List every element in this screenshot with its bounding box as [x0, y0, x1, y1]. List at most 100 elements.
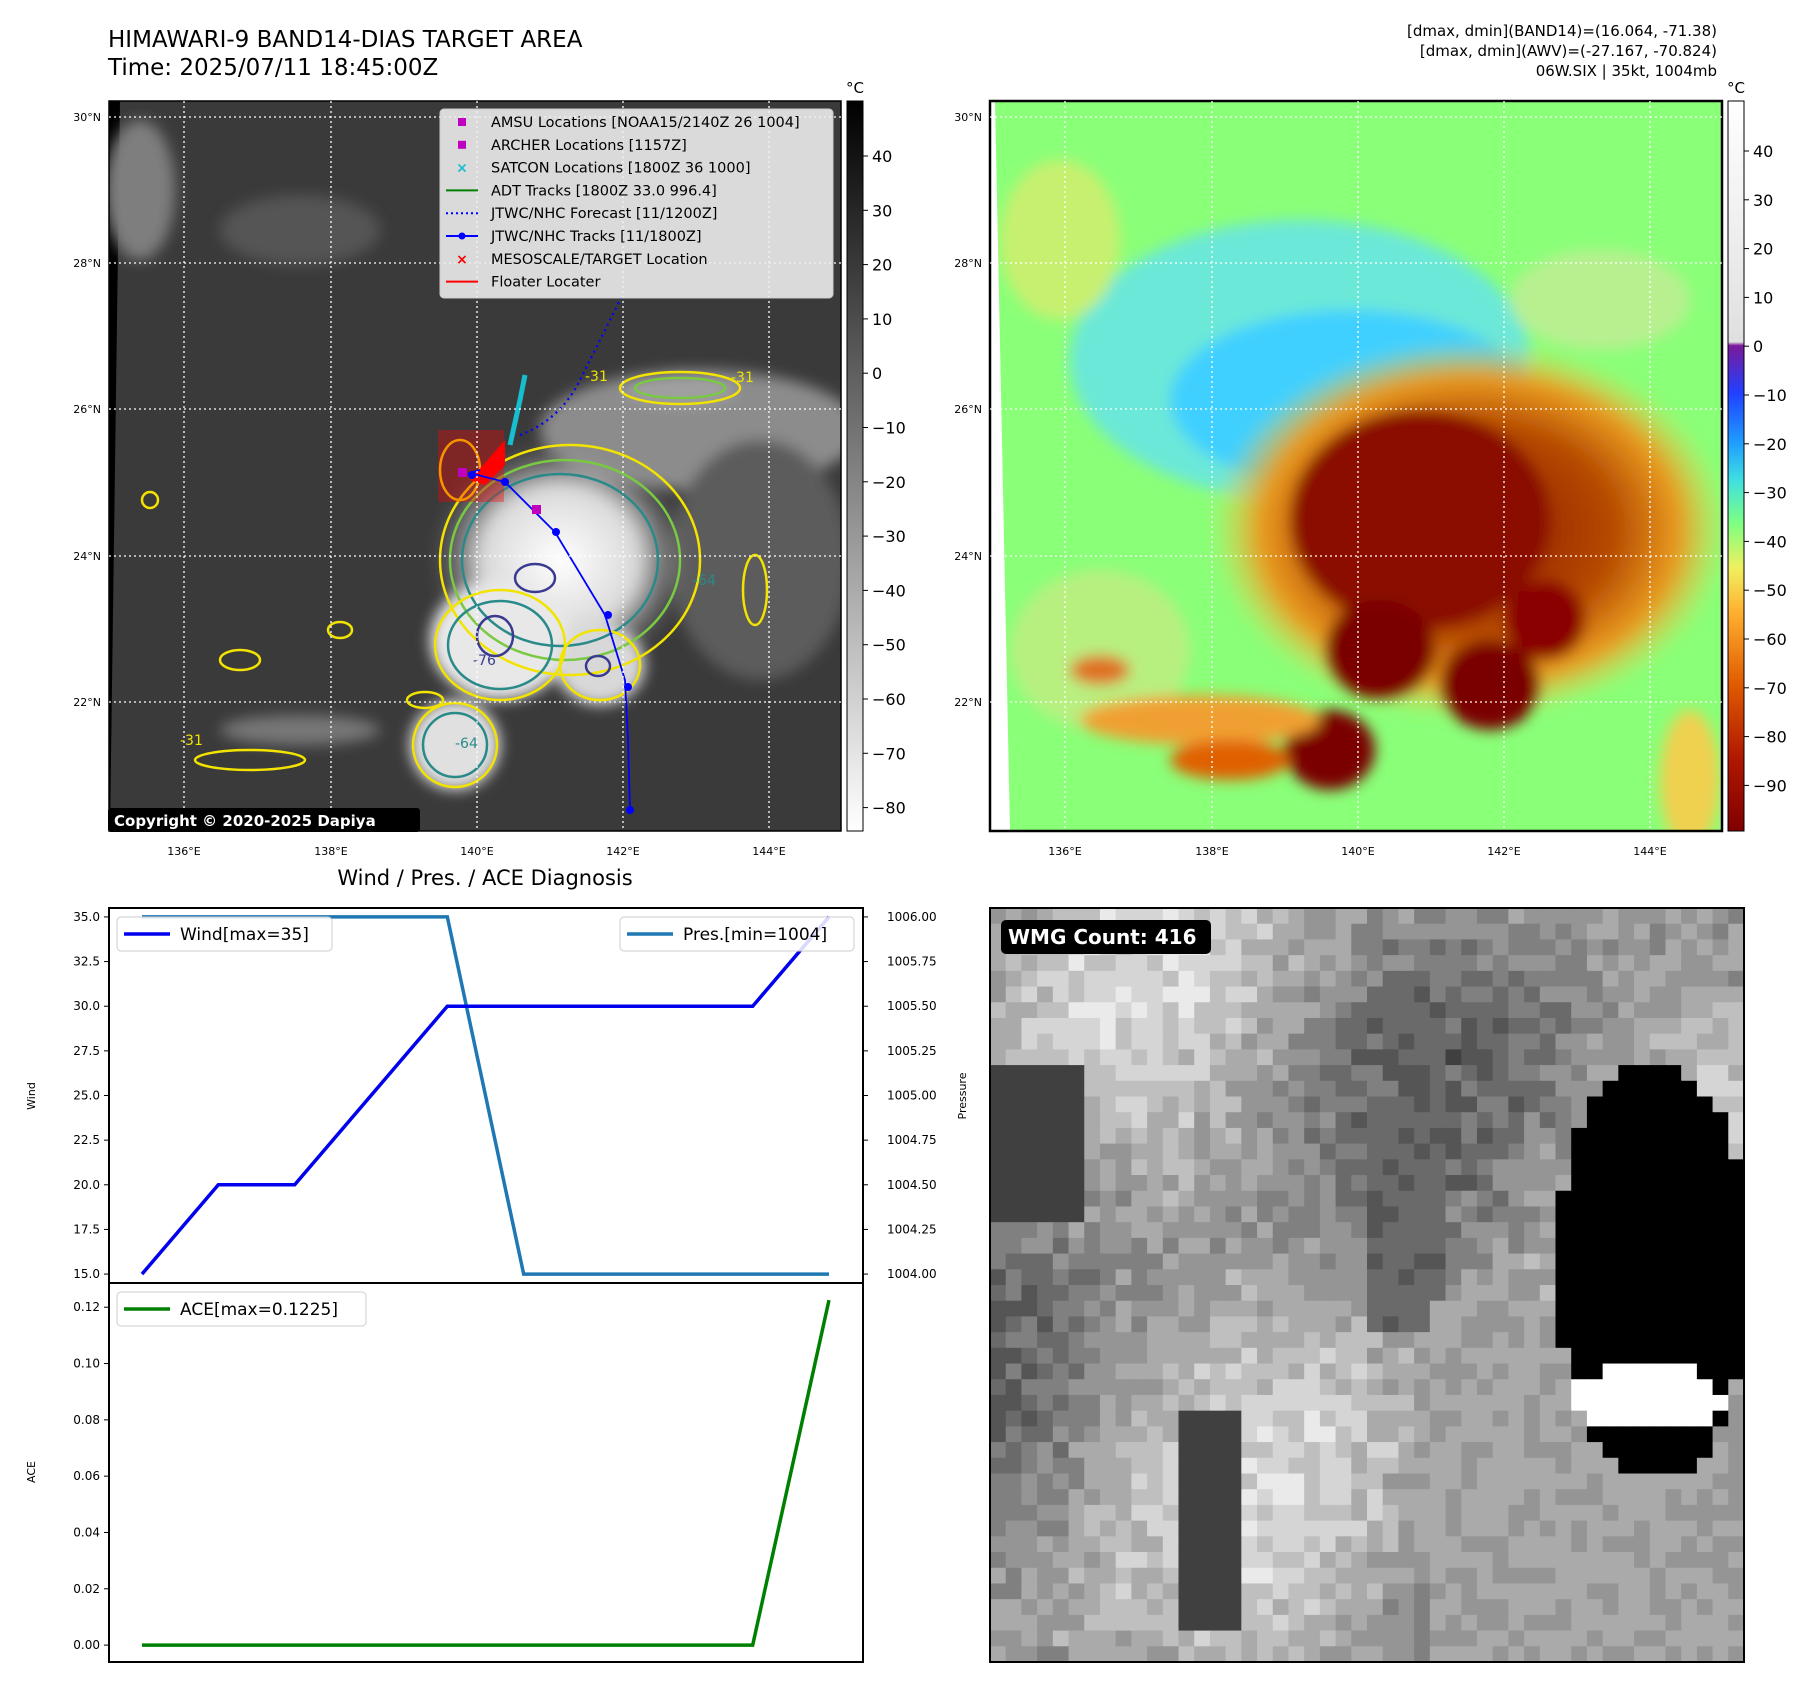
wmg-cell — [1539, 1190, 1557, 1208]
wmg-cell — [1225, 1206, 1242, 1223]
wmg-cell — [1319, 1473, 1337, 1490]
wmg-cell — [1335, 1033, 1352, 1050]
wmg-cell — [1037, 1300, 1054, 1318]
wmg-cell — [1539, 970, 1557, 988]
wmg-cell — [1068, 1143, 1085, 1160]
wmg-cell — [1147, 1017, 1164, 1035]
wmg-cell — [1131, 1630, 1148, 1647]
wmg-cell — [1429, 1347, 1447, 1365]
wmg-cell — [1021, 970, 1038, 988]
lon-tick-label: 144°E — [1633, 845, 1666, 858]
wmg-cell — [1178, 1520, 1195, 1537]
wmg-cell — [1571, 1080, 1588, 1098]
wmg-cell — [1052, 970, 1070, 988]
wmg-cell — [1319, 1049, 1337, 1066]
wmg-cell — [1665, 1143, 1682, 1160]
wmg-cell — [1288, 1237, 1305, 1255]
wmg-cell — [1398, 1316, 1415, 1333]
wmg-cell — [1445, 955, 1462, 972]
wmg-cell — [1555, 1143, 1572, 1160]
wmg-cell — [990, 1504, 1007, 1522]
wmg-cell — [1634, 1426, 1651, 1443]
wmg-cell — [1162, 1646, 1180, 1662]
wmg-cell — [1634, 1583, 1651, 1600]
wmg-cell — [1068, 1536, 1085, 1553]
wmg-cell — [1005, 1159, 1023, 1176]
wmg-cell — [1445, 1017, 1462, 1035]
wmg-cell — [1209, 1065, 1227, 1082]
wmg-cell — [1272, 970, 1290, 988]
wmg-cell — [1162, 955, 1180, 972]
wmg-cell — [1351, 1143, 1368, 1160]
wmg-cell — [1586, 1363, 1604, 1380]
wmg-cell — [1131, 1536, 1148, 1553]
wmg-cell — [1429, 1253, 1447, 1270]
wmg-cell — [990, 1253, 1007, 1270]
wmg-cell — [1681, 1536, 1698, 1553]
wmg-cell — [1335, 908, 1352, 925]
wmg-cell — [1429, 1065, 1447, 1082]
wmg-cell — [1131, 1253, 1148, 1270]
wmg-cell — [1681, 1347, 1698, 1365]
wmg-cell — [1084, 1049, 1101, 1066]
wmg-cell — [1257, 1614, 1274, 1632]
wmg-cell — [1099, 1426, 1117, 1443]
wmg-cell — [1304, 1143, 1321, 1160]
wmg-cell — [1586, 939, 1604, 956]
wmg-cell — [1602, 1489, 1619, 1506]
colorbar-tick-label: 40 — [1753, 142, 1773, 161]
wmg-cell — [1649, 1426, 1667, 1443]
wmg-cell — [1209, 1583, 1227, 1600]
wmg-cell — [1414, 1646, 1431, 1662]
wmg-cell — [1382, 908, 1400, 925]
wmg-cell — [1021, 1410, 1038, 1427]
wmg-cell — [1492, 1442, 1509, 1459]
wmg-cell — [1445, 1504, 1462, 1522]
wmg-cell — [1429, 1300, 1447, 1318]
wmg-cell — [1414, 1206, 1431, 1223]
lon-tick-label: 142°E — [606, 845, 639, 858]
wmg-cell — [1681, 1630, 1698, 1647]
wmg-cell — [1335, 1065, 1352, 1082]
wmg-cell — [1367, 1065, 1384, 1082]
wmg-cell — [1414, 1410, 1431, 1427]
wmg-cell — [1696, 1630, 1714, 1647]
wmg-cell — [1524, 1316, 1541, 1333]
wmg-cell — [1634, 1614, 1651, 1632]
wmg-cell — [1335, 1504, 1352, 1522]
wmg-cell — [1382, 939, 1400, 956]
pres-tick-label: 1005.75 — [887, 955, 937, 969]
wmg-cell — [1367, 1363, 1384, 1380]
wmg-cell — [1665, 1457, 1682, 1475]
wmg-cell — [1335, 1269, 1352, 1286]
colorbar-tick-label: −40 — [1753, 532, 1787, 551]
wmg-cell — [1147, 1237, 1164, 1255]
wmg-cell — [1257, 1017, 1274, 1035]
wmg-cell — [1634, 1253, 1651, 1270]
wmg-cell — [1351, 1410, 1368, 1427]
wmg-cell — [1414, 1253, 1431, 1270]
wmg-cell — [1351, 1646, 1368, 1662]
wmg-cell — [1476, 1599, 1494, 1616]
wmg-cell — [1476, 1237, 1494, 1255]
wmg-cell — [1414, 1536, 1431, 1553]
wmg-cell — [1194, 1285, 1211, 1302]
wmg-cell — [1367, 1646, 1384, 1662]
wmg-cell — [1429, 1143, 1447, 1160]
wmg-cell — [1068, 1206, 1085, 1223]
wmg-cell — [1084, 1536, 1101, 1553]
wmg-cell — [1665, 1112, 1682, 1129]
wmg-cell — [1555, 1646, 1572, 1662]
wmg-cell — [1618, 1583, 1635, 1600]
wmg-cell — [1476, 1646, 1494, 1662]
wmg-cell — [1539, 1206, 1557, 1223]
wmg-cell — [1162, 1583, 1180, 1600]
wmg-cell — [1304, 1552, 1321, 1569]
wmg-cell — [1476, 1143, 1494, 1160]
wmg-cell — [1398, 1520, 1415, 1537]
wmg-cell — [1194, 1190, 1211, 1208]
colorbar-tick-label: −60 — [872, 690, 906, 709]
wmg-cell — [1728, 939, 1744, 956]
wmg-cell — [1162, 1567, 1180, 1585]
wmg-cell — [1272, 1442, 1290, 1459]
